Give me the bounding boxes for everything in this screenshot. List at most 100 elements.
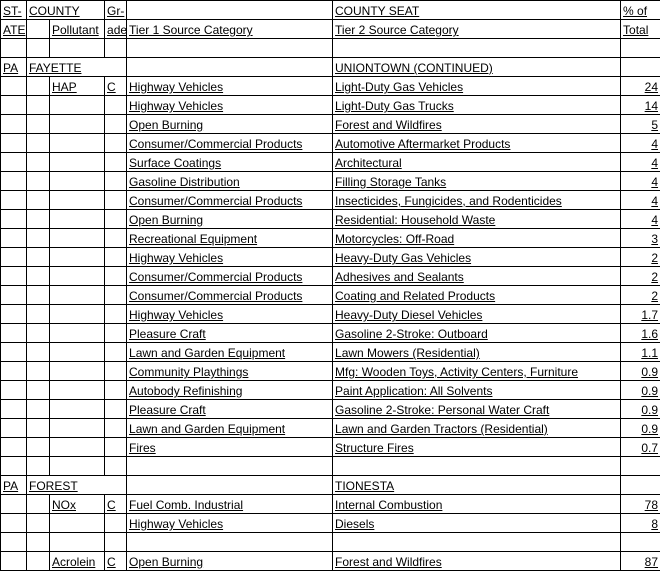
tier1-cell: Highway Vehicles xyxy=(127,514,333,533)
grade-cell xyxy=(105,305,127,324)
pollutant-cell xyxy=(50,305,105,324)
hdr-grade: Gr- xyxy=(105,1,127,20)
grade-cell xyxy=(105,362,127,381)
cell xyxy=(333,457,621,476)
pollutant-cell xyxy=(50,343,105,362)
cell xyxy=(50,533,105,552)
pollutant-cell xyxy=(50,229,105,248)
tier1-cell: Pleasure Craft xyxy=(127,400,333,419)
table-row: Highway VehiclesHeavy-Duty Diesel Vehicl… xyxy=(1,305,660,324)
tier1-cell: Consumer/Commercial Products xyxy=(127,134,333,153)
blank xyxy=(27,210,50,229)
table-row: ATE PollutantadeTier 1 Source CategoryTi… xyxy=(1,20,660,39)
blank xyxy=(27,286,50,305)
grade-cell xyxy=(105,191,127,210)
hdr-county: COUNTY xyxy=(27,1,105,20)
table-row: Community PlaythingsMfg: Wooden Toys, Ac… xyxy=(1,362,660,381)
table-row: Consumer/Commercial ProductsAutomotive A… xyxy=(1,134,660,153)
tier2-cell: Residential: Household Waste xyxy=(333,210,621,229)
pollutant-cell xyxy=(50,400,105,419)
tier2-cell: Light-Duty Gas Trucks xyxy=(333,96,621,115)
pollutant-cell: HAP xyxy=(50,77,105,96)
blank xyxy=(1,172,27,191)
emissions-table: ST-COUNTYGr- COUNTY SEAT% ofATE Pollutan… xyxy=(0,0,660,571)
blank xyxy=(27,229,50,248)
tier1-cell: Fuel Comb. Industrial xyxy=(127,495,333,514)
cell xyxy=(1,533,27,552)
pollutant-cell xyxy=(50,153,105,172)
county-cell: FOREST xyxy=(27,476,127,495)
state-cell: PA xyxy=(1,58,27,77)
tier2-cell: Automotive Aftermarket Products xyxy=(333,134,621,153)
tier2-cell: Lawn Mowers (Residential) xyxy=(333,343,621,362)
value-cell: 1.7 xyxy=(621,305,660,324)
grade-cell xyxy=(105,400,127,419)
tier2-cell: Lawn and Garden Tractors (Residential) xyxy=(333,419,621,438)
blank xyxy=(621,58,660,77)
value-cell: 1.6 xyxy=(621,324,660,343)
blank xyxy=(27,153,50,172)
blank xyxy=(27,96,50,115)
table-row: Surface CoatingsArchitectural4 xyxy=(1,153,660,172)
value-cell: 3 xyxy=(621,229,660,248)
grade-cell xyxy=(105,324,127,343)
blank xyxy=(1,400,27,419)
blank xyxy=(27,172,50,191)
table-row: Highway VehiclesHeavy-Duty Gas Vehicles2 xyxy=(1,248,660,267)
blank xyxy=(1,248,27,267)
tier2-cell: Forest and Wildfires xyxy=(333,552,621,571)
tier2-cell: Light-Duty Gas Vehicles xyxy=(333,77,621,96)
blank xyxy=(27,248,50,267)
cell xyxy=(621,39,660,58)
blank xyxy=(1,267,27,286)
county-seat-cell: TIONESTA xyxy=(333,476,621,495)
cell xyxy=(127,457,333,476)
value-cell: 78 xyxy=(621,495,660,514)
value-cell: 0.9 xyxy=(621,362,660,381)
blank xyxy=(1,552,27,571)
pollutant-cell xyxy=(50,96,105,115)
value-cell: 4 xyxy=(621,153,660,172)
pollutant-cell xyxy=(50,115,105,134)
tier1-cell: Pleasure Craft xyxy=(127,324,333,343)
value-cell: 5 xyxy=(621,115,660,134)
tier2-cell: Insecticides, Fungicides, and Rodenticid… xyxy=(333,191,621,210)
tier1-cell: Consumer/Commercial Products xyxy=(127,267,333,286)
tier1-cell: Recreational Equipment xyxy=(127,229,333,248)
blank xyxy=(27,419,50,438)
blank xyxy=(1,96,27,115)
tier1-cell: Highway Vehicles xyxy=(127,305,333,324)
grade-cell xyxy=(105,438,127,457)
pollutant-cell xyxy=(50,514,105,533)
grade-cell xyxy=(105,134,127,153)
table-row xyxy=(1,457,660,476)
blank xyxy=(27,495,50,514)
table-row: Open BurningForest and Wildfires5 xyxy=(1,115,660,134)
tier1-cell: Highway Vehicles xyxy=(127,248,333,267)
hdr-tier2: Tier 2 Source Category xyxy=(333,20,621,39)
table-row: Autobody RefinishingPaint Application: A… xyxy=(1,381,660,400)
blank xyxy=(27,400,50,419)
blank xyxy=(27,381,50,400)
grade-cell xyxy=(105,267,127,286)
tier2-cell: Motorcycles: Off-Road xyxy=(333,229,621,248)
table-row: Open BurningResidential: Household Waste… xyxy=(1,210,660,229)
cell xyxy=(27,533,50,552)
pollutant-cell xyxy=(50,438,105,457)
table-row: Recreational EquipmentMotorcycles: Off-R… xyxy=(1,229,660,248)
county-seat-cell: UNIONTOWN (CONTINUED) xyxy=(333,58,621,77)
grade-cell xyxy=(105,115,127,134)
tier1-cell: Consumer/Commercial Products xyxy=(127,191,333,210)
pollutant-cell: Acrolein xyxy=(50,552,105,571)
blank xyxy=(1,495,27,514)
tier1-cell: Open Burning xyxy=(127,115,333,134)
tier2-cell: Heavy-Duty Diesel Vehicles xyxy=(333,305,621,324)
grade-cell xyxy=(105,210,127,229)
blank xyxy=(1,514,27,533)
value-cell: 0.9 xyxy=(621,400,660,419)
blank xyxy=(1,324,27,343)
grade-cell xyxy=(105,172,127,191)
blank xyxy=(27,134,50,153)
table-row: Lawn and Garden EquipmentLawn Mowers (Re… xyxy=(1,343,660,362)
hdr-pct: % of xyxy=(621,1,660,20)
